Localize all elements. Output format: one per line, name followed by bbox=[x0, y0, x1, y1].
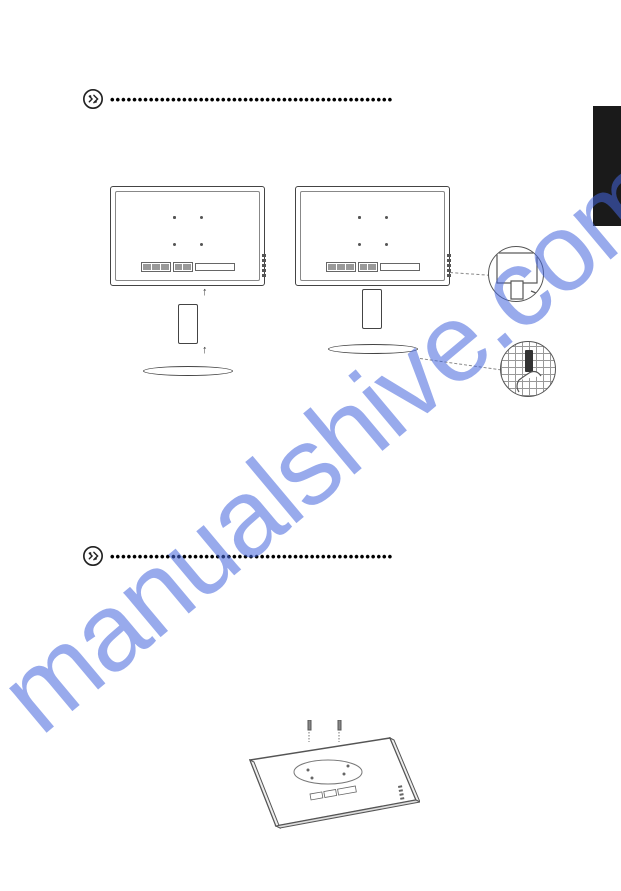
dots-1: ••••••••••••••••••••••••••••••••••••••••… bbox=[110, 92, 393, 107]
stand-neck-left bbox=[178, 304, 198, 344]
dots-2: ••••••••••••••••••••••••••••••••••••••••… bbox=[110, 549, 393, 564]
arrow-2: ↑ bbox=[202, 344, 208, 356]
note-icon bbox=[82, 88, 104, 110]
monitor-right bbox=[295, 186, 450, 286]
callout-line-1 bbox=[450, 272, 490, 276]
stand-base-right bbox=[328, 344, 418, 354]
note-row-1: ••••••••••••••••••••••••••••••••••••••••… bbox=[82, 88, 393, 110]
side-tab bbox=[593, 106, 621, 226]
callout-line-2 bbox=[420, 358, 501, 370]
assembly-diagram: ↑ ↑ bbox=[100, 186, 570, 386]
stand-neck-right bbox=[362, 289, 382, 329]
note-row-2: ••••••••••••••••••••••••••••••••••••••••… bbox=[82, 545, 393, 567]
detail-circle-bottom bbox=[500, 341, 556, 397]
note-icon bbox=[82, 545, 104, 567]
arrow-1: ↑ bbox=[202, 286, 208, 298]
stand-base-left bbox=[143, 366, 233, 376]
detail-circle-top bbox=[488, 246, 544, 302]
monitor-left bbox=[110, 186, 265, 286]
flat-monitor-diagram bbox=[240, 720, 420, 830]
